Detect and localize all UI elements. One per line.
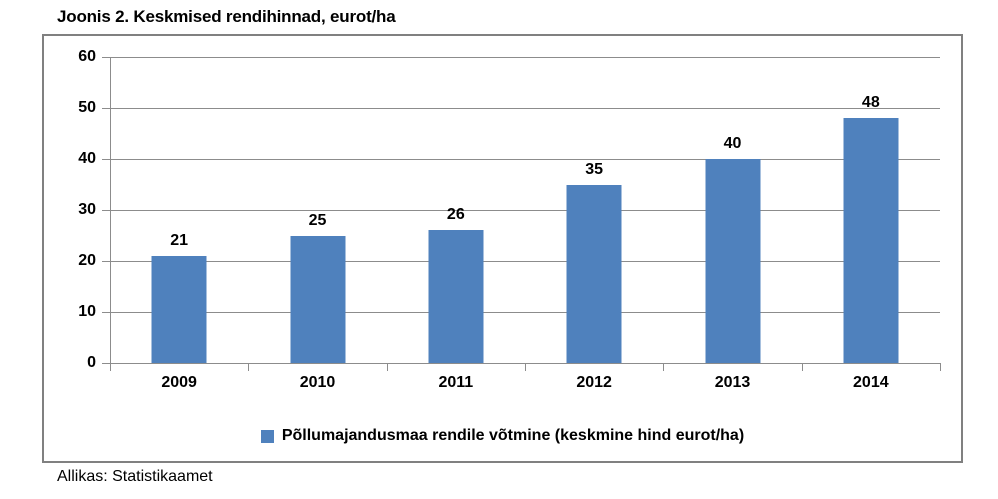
x-axis-label: 2011 [438, 374, 474, 391]
gridline [110, 159, 940, 160]
y-axis-label: 10 [78, 303, 96, 320]
bar-value-label: 21 [170, 231, 189, 249]
x-axis-tick [386, 363, 388, 371]
y-axis-tick [102, 159, 110, 160]
x-axis-tick [248, 363, 250, 371]
y-axis-tick [102, 363, 110, 364]
y-axis-tick [102, 108, 110, 109]
x-axis-label: 2009 [161, 374, 197, 391]
gridline [110, 261, 940, 262]
x-axis-tick [110, 363, 111, 371]
bar-2010 [290, 235, 345, 363]
x-axis-label: 2014 [853, 374, 889, 391]
bar-value-label: 25 [308, 211, 327, 229]
bar-2012 [566, 184, 622, 363]
x-axis-tick [940, 363, 941, 371]
x-axis-tick [801, 363, 803, 371]
bar-value-label: 48 [861, 94, 880, 112]
source-note: Allikas: Statistikaamet [57, 468, 213, 485]
bar-2009 [151, 255, 207, 363]
y-axis-tick [102, 261, 110, 262]
legend-marker-icon [260, 429, 274, 443]
x-axis-label: 2010 [299, 374, 336, 391]
y-axis-tick [102, 210, 110, 211]
gridline [110, 210, 940, 211]
bar-2014 [843, 118, 899, 363]
gridline [110, 312, 940, 313]
x-axis-label: 2013 [714, 374, 751, 391]
bar-value-label: 35 [585, 160, 604, 178]
gridline [110, 108, 940, 109]
bar-value-label: 26 [446, 206, 465, 224]
y-axis-line [110, 57, 111, 371]
chart-frame: 0 10 20 30 40 50 60 21 2009 25 2010 26 2011 35 2012 40 2… [42, 34, 963, 463]
gridline [110, 57, 940, 58]
y-axis-label: 60 [78, 48, 96, 65]
y-axis-tick [102, 57, 110, 58]
chart-title: Joonis 2. Keskmised rendihinnad, eurot/h… [57, 7, 396, 26]
legend: Põllumajandusmaa rendile võtmine (keskmi… [44, 427, 961, 445]
y-axis-label: 0 [87, 354, 96, 371]
x-axis-tick [525, 363, 526, 371]
legend-label: Põllumajandusmaa rendile võtmine (keskmi… [281, 427, 745, 444]
bar-2011 [428, 230, 484, 363]
y-axis-label: 30 [78, 201, 96, 218]
x-axis-tick [663, 363, 665, 371]
y-axis-label: 20 [78, 252, 96, 269]
y-axis-label: 40 [78, 150, 96, 167]
x-axis-label: 2012 [576, 374, 612, 391]
plot-area: 0 10 20 30 40 50 60 21 2009 25 2010 26 2011 35 2012 40 2… [78, 49, 941, 391]
y-axis-label: 50 [78, 99, 96, 116]
bar-2013 [705, 159, 760, 363]
y-axis-tick [102, 312, 110, 313]
bar-value-label: 40 [723, 135, 742, 153]
